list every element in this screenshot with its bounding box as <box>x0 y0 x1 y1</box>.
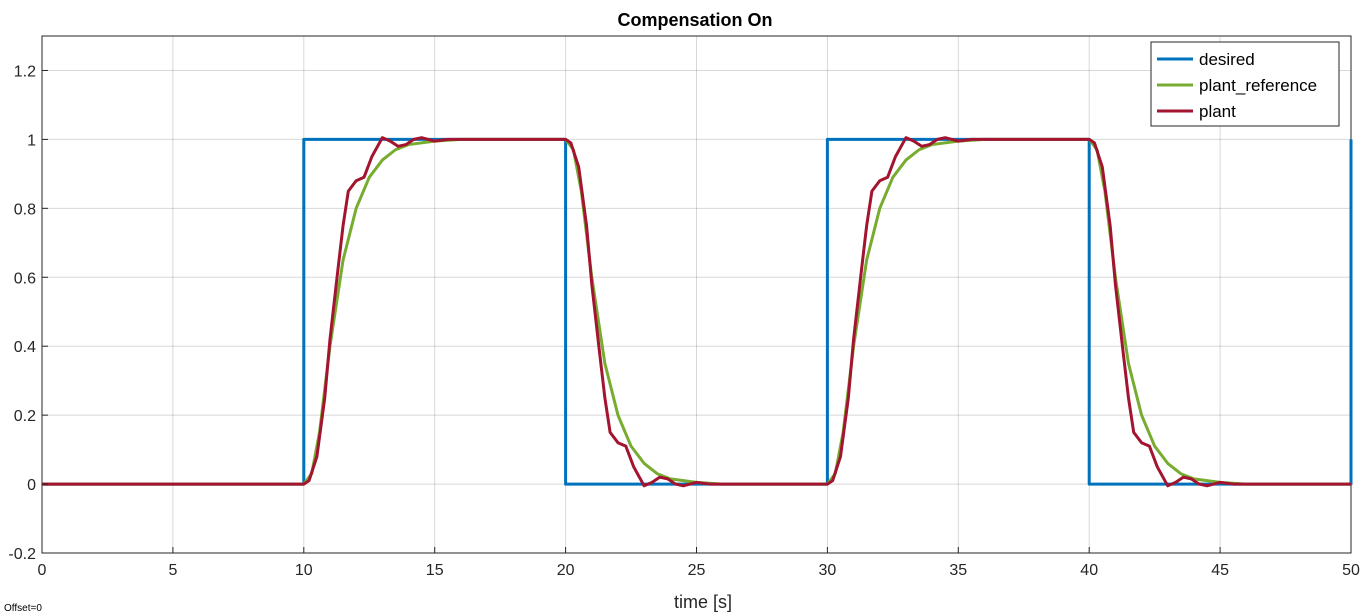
x-axis-label: time [s] <box>674 592 732 612</box>
series-line-plant <box>42 136 1351 488</box>
y-tick-label: 1.2 <box>14 63 36 80</box>
x-tick-label: 10 <box>295 562 313 579</box>
y-tick-label: 0.8 <box>14 201 36 218</box>
y-axis-ticks: -0.2 0 0.2 0.4 0.6 0.8 1 1.2 <box>8 63 48 563</box>
y-tick-label: 0.4 <box>14 339 36 356</box>
x-tick-label: 0 <box>38 562 47 579</box>
x-tick-label: 5 <box>168 562 177 579</box>
legend-entry-label: desired <box>1199 50 1255 69</box>
y-tick-label: 0 <box>27 477 36 494</box>
series-layer <box>42 136 1353 488</box>
x-tick-label: 15 <box>426 562 444 579</box>
legend-entry-label: plant <box>1199 102 1236 121</box>
x-axis-ticks: 0 5 10 15 20 25 30 35 40 45 50 <box>38 547 1360 579</box>
y-tick-label: -0.2 <box>8 546 36 563</box>
x-tick-label: 20 <box>557 562 575 579</box>
y-tick-label: 0.2 <box>14 408 36 425</box>
x-tick-label: 35 <box>949 562 967 579</box>
legend-entry-label: plant_reference <box>1199 76 1317 95</box>
chart-title: Compensation On <box>617 10 772 30</box>
x-tick-label: 30 <box>819 562 837 579</box>
offset-label: Offset=0 <box>4 603 42 614</box>
x-tick-label: 25 <box>688 562 706 579</box>
y-tick-label: 0.6 <box>14 270 36 287</box>
x-tick-label: 40 <box>1080 562 1098 579</box>
x-tick-label: 45 <box>1211 562 1229 579</box>
x-tick-label: 50 <box>1342 562 1360 579</box>
y-tick-label: 1 <box>27 132 36 149</box>
